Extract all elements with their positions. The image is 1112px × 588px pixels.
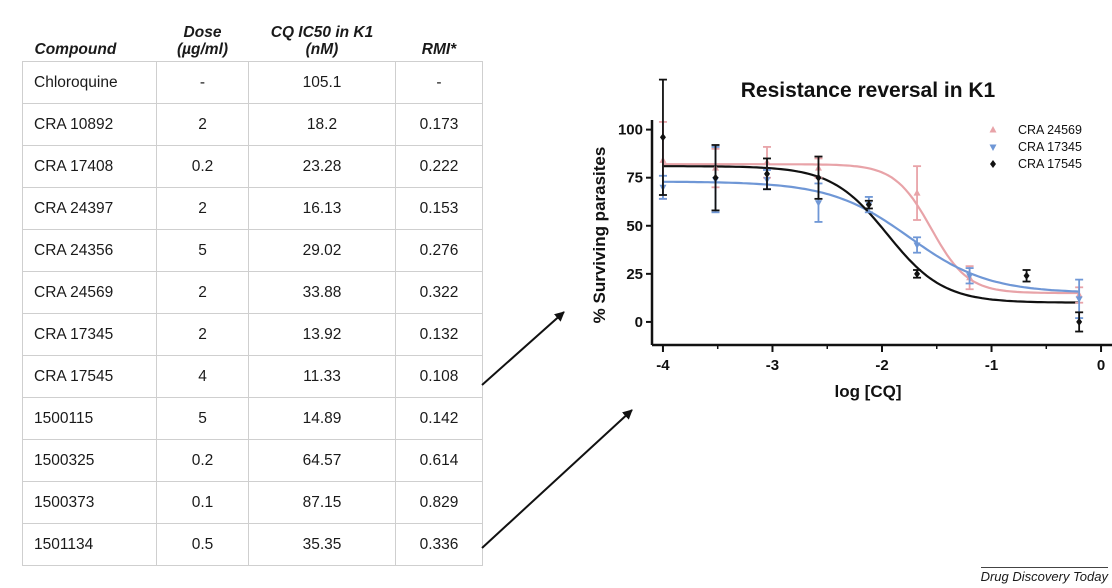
table-row: 1500373 0.1 87.15 0.829 bbox=[22, 481, 483, 524]
compound-table: Compound Dose (µg/ml) CQ IC50 in K1 (nM) R… bbox=[22, 8, 483, 566]
source-credit: Drug Discovery Today bbox=[980, 567, 1108, 584]
cell-rmi: 0.336 bbox=[395, 523, 483, 566]
cell-rmi: 0.108 bbox=[395, 355, 483, 398]
chart-axes: 0 25 50 75 100 -4 -3 -2 -1 0 bbox=[618, 120, 1112, 374]
marker-diamond bbox=[764, 169, 770, 178]
cell-ic50: 13.92 bbox=[248, 313, 396, 356]
arrow-lower bbox=[481, 409, 633, 549]
marker-diamond bbox=[659, 133, 666, 142]
x-tick-label: -3 bbox=[766, 357, 779, 374]
x-tick-label: -4 bbox=[656, 357, 670, 374]
marker-diamond bbox=[712, 173, 719, 182]
cell-dose: 0.1 bbox=[156, 481, 249, 524]
cell-rmi: - bbox=[395, 61, 483, 104]
cell-rmi: 0.153 bbox=[395, 187, 483, 230]
marker-diamond bbox=[914, 269, 921, 278]
marker-triangle-down bbox=[989, 144, 997, 151]
cell-ic50: 35.35 bbox=[248, 523, 396, 566]
y-tick-label: 75 bbox=[626, 170, 643, 187]
cell-compound: 1501134 bbox=[22, 523, 157, 566]
cell-compound: Chloroquine bbox=[22, 61, 157, 104]
table-row: CRA 17408 0.2 23.28 0.222 bbox=[22, 145, 483, 188]
x-tick-label: -1 bbox=[985, 357, 998, 374]
chart-legend: CRA 24569 CRA 17345 CRA 17545 bbox=[989, 123, 1082, 171]
cell-rmi: 0.173 bbox=[395, 103, 483, 146]
cell-rmi: 0.142 bbox=[395, 397, 483, 440]
fit-curves bbox=[663, 163, 1080, 304]
fit-curve-cra-17345 bbox=[663, 180, 1080, 293]
cell-compound: CRA 24356 bbox=[22, 229, 157, 272]
legend-label: CRA 24569 bbox=[1018, 123, 1082, 137]
cell-ic50: 87.15 bbox=[248, 481, 396, 524]
y-tick-label: 25 bbox=[626, 266, 643, 283]
marker-triangle-up bbox=[913, 189, 921, 196]
cell-compound: CRA 10892 bbox=[22, 103, 157, 146]
cell-compound: CRA 24569 bbox=[22, 271, 157, 314]
table-row: CRA 17545 4 11.33 0.108 bbox=[22, 355, 483, 398]
marker-triangle-down bbox=[966, 273, 974, 280]
cell-ic50: 16.13 bbox=[248, 187, 396, 230]
x-axis-title: log [CQ] bbox=[834, 382, 901, 401]
cell-rmi: 0.132 bbox=[395, 313, 483, 356]
marker-diamond bbox=[815, 173, 822, 182]
marker-triangle-down bbox=[814, 200, 822, 207]
data-points bbox=[658, 78, 1084, 333]
table-row: CRA 24397 2 16.13 0.153 bbox=[22, 187, 483, 230]
marker-diamond bbox=[865, 200, 872, 209]
cell-compound: CRA 17345 bbox=[22, 313, 157, 356]
legend-label: CRA 17545 bbox=[1018, 157, 1082, 171]
chart-title: Resistance reversal in K1 bbox=[741, 79, 996, 102]
cell-dose: 2 bbox=[156, 271, 249, 314]
cell-compound: CRA 17408 bbox=[22, 145, 157, 188]
table-row: Chloroquine -105.1- bbox=[22, 61, 483, 104]
cell-ic50: 23.28 bbox=[248, 145, 396, 188]
y-axis-title: % Surviving parasites bbox=[590, 147, 609, 324]
marker-diamond bbox=[990, 160, 996, 168]
header-dose: Dose (µg/ml) bbox=[176, 24, 229, 58]
cell-dose: 5 bbox=[156, 229, 249, 272]
cell-dose: 5 bbox=[156, 397, 249, 440]
arrow-upper bbox=[481, 311, 565, 386]
cell-rmi: 0.276 bbox=[395, 229, 483, 272]
table-row: CRA 17345 2 13.92 0.132 bbox=[22, 313, 483, 356]
table-row: CRA 24356 5 29.02 0.276 bbox=[22, 229, 483, 272]
table-row: CRA 10892 2 18.2 0.173 bbox=[22, 103, 483, 146]
fit-curve-cra-24569 bbox=[663, 163, 1080, 295]
fit-curve-cra-17545 bbox=[663, 165, 1080, 304]
y-tick-label: 0 bbox=[635, 314, 643, 331]
y-tick-label: 100 bbox=[618, 122, 643, 139]
cell-dose: 0.2 bbox=[156, 145, 249, 188]
table-row: 1500115 5 14.89 0.142 bbox=[22, 397, 483, 440]
cell-ic50: 64.57 bbox=[248, 439, 396, 482]
cell-compound: CRA 24397 bbox=[22, 187, 157, 230]
marker-diamond bbox=[1023, 271, 1030, 280]
table-header-row: Compound Dose (µg/ml) CQ IC50 in K1 (nM) R… bbox=[23, 8, 483, 62]
y-tick-label: 50 bbox=[626, 218, 643, 235]
cell-rmi: 0.614 bbox=[395, 439, 483, 482]
marker-triangle-up bbox=[989, 126, 997, 133]
compound-table-region: Compound Dose (µg/ml) CQ IC50 in K1 (nM) R… bbox=[22, 8, 492, 566]
cell-rmi: 0.829 bbox=[395, 481, 483, 524]
header-compound: Compound bbox=[34, 41, 117, 58]
x-tick-label: 0 bbox=[1097, 357, 1105, 374]
marker-diamond bbox=[1076, 317, 1083, 326]
x-tick-label: -2 bbox=[875, 357, 888, 374]
cell-rmi: 0.222 bbox=[395, 145, 483, 188]
cell-ic50: 18.2 bbox=[248, 103, 396, 146]
cell-compound: 1500373 bbox=[22, 481, 157, 524]
legend-label: CRA 17345 bbox=[1018, 140, 1082, 154]
cell-ic50: 14.89 bbox=[248, 397, 396, 440]
header-rmi: RMI* bbox=[421, 41, 457, 58]
marker-triangle-down bbox=[1075, 296, 1083, 303]
cell-dose: 2 bbox=[156, 187, 249, 230]
marker-triangle-down bbox=[913, 242, 921, 249]
header-ic50: CQ IC50 in K1 (nM) bbox=[270, 24, 374, 58]
table-row: 1501134 0.5 35.35 0.336 bbox=[22, 523, 483, 566]
